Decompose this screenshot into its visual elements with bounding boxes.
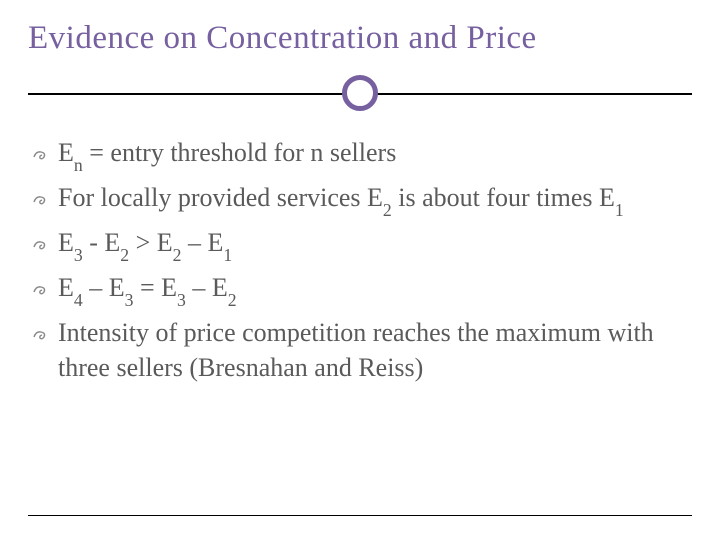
footer-divider — [28, 515, 692, 517]
list-item: Intensity of price competition reaches t… — [32, 315, 688, 385]
divider-circle-icon — [342, 75, 378, 111]
bullet-text: For locally provided services E2 is abou… — [58, 180, 688, 219]
title-divider — [28, 75, 692, 111]
bullet-icon — [32, 186, 52, 216]
list-item: E3 - E2 > E2 – E1 — [32, 225, 688, 264]
bullet-list: En = entry threshold for n sellers For lo… — [28, 135, 692, 385]
bullet-icon — [32, 141, 52, 171]
list-item: For locally provided services E2 is abou… — [32, 180, 688, 219]
bullet-icon — [32, 231, 52, 261]
list-item: E4 – E3 = E3 – E2 — [32, 270, 688, 309]
bullet-text: E3 - E2 > E2 – E1 — [58, 225, 688, 264]
slide-title: Evidence on Concentration and Price — [28, 20, 692, 57]
list-item: En = entry threshold for n sellers — [32, 135, 688, 174]
bullet-text: En = entry threshold for n sellers — [58, 135, 688, 174]
bullet-text: E4 – E3 = E3 – E2 — [58, 270, 688, 309]
bullet-icon — [32, 321, 52, 351]
bullet-text: Intensity of price competition reaches t… — [58, 315, 688, 385]
bullet-icon — [32, 276, 52, 306]
slide-container: Evidence on Concentration and Price En =… — [0, 0, 720, 540]
